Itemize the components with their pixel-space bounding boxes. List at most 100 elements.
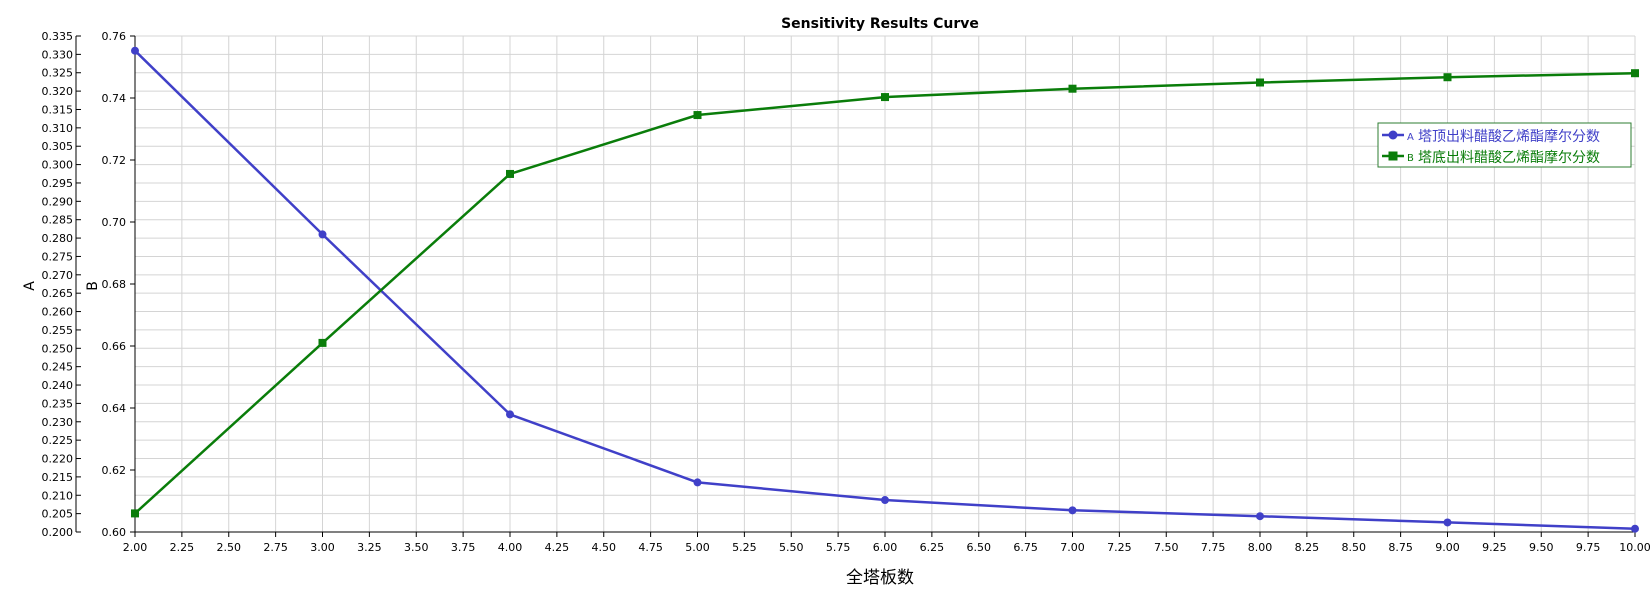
y-a-tick-label: 0.210 xyxy=(42,489,74,502)
x-tick-label: 6.25 xyxy=(920,541,945,554)
y-a-tick-label: 0.315 xyxy=(42,103,74,116)
legend-letter-a: A xyxy=(1407,132,1414,143)
data-point-b xyxy=(694,111,702,119)
data-point-b xyxy=(1256,79,1264,87)
data-point-b xyxy=(319,339,327,347)
legend-marker-a xyxy=(1389,131,1398,140)
y-b-tick-label: 0.66 xyxy=(102,340,127,353)
data-point-a xyxy=(506,410,514,418)
y-a-tick-label: 0.310 xyxy=(42,122,74,135)
y-a-tick-label: 0.325 xyxy=(42,67,74,80)
y-a-tick-label: 0.330 xyxy=(42,48,74,61)
x-tick-label: 8.75 xyxy=(1388,541,1413,554)
y-a-tick-label: 0.240 xyxy=(42,379,74,392)
x-tick-label: 2.25 xyxy=(170,541,195,554)
y-a-tick-label: 0.205 xyxy=(42,508,74,521)
x-tick-label: 5.75 xyxy=(826,541,851,554)
data-point-b xyxy=(881,93,889,101)
y-a-tick-label: 0.335 xyxy=(42,30,74,43)
y-a-tick-label: 0.260 xyxy=(42,306,74,319)
legend: A 塔顶出料醋酸乙烯酯摩尔分数 B 塔底出料醋酸乙烯酯摩尔分数 xyxy=(1378,123,1631,167)
y-a-tick-label: 0.295 xyxy=(42,177,74,190)
y-a-tick-label: 0.320 xyxy=(42,85,74,98)
x-tick-label: 3.25 xyxy=(357,541,382,554)
x-tick-label: 4.50 xyxy=(592,541,617,554)
data-point-a xyxy=(131,47,139,55)
x-tick-label: 6.50 xyxy=(967,541,992,554)
y-a-tick-label: 0.220 xyxy=(42,453,74,466)
x-tick-label: 2.75 xyxy=(263,541,288,554)
x-tick-label: 6.75 xyxy=(1013,541,1038,554)
y-b-tick-label: 0.64 xyxy=(102,402,127,415)
x-tick-label: 4.75 xyxy=(638,541,663,554)
x-tick-label: 2.00 xyxy=(123,541,148,554)
data-point-b xyxy=(1631,69,1639,77)
data-point-b xyxy=(506,170,514,178)
legend-label-a: 塔顶出料醋酸乙烯酯摩尔分数 xyxy=(1418,128,1600,145)
x-tick-label: 8.25 xyxy=(1295,541,1320,554)
x-tick-label: 8.00 xyxy=(1248,541,1273,554)
y-a-tick-label: 0.235 xyxy=(42,397,74,410)
chart-title: Sensitivity Results Curve xyxy=(781,16,979,32)
y-b-tick-label: 0.72 xyxy=(102,154,127,167)
y-a-tick-label: 0.305 xyxy=(42,140,74,153)
data-point-a xyxy=(319,230,327,238)
y-a-tick-label: 0.245 xyxy=(42,361,74,374)
y-b-tick-label: 0.60 xyxy=(102,526,127,539)
data-point-a xyxy=(881,496,889,504)
x-tick-label: 9.75 xyxy=(1576,541,1601,554)
x-tick-label: 7.00 xyxy=(1060,541,1085,554)
x-tick-label: 3.75 xyxy=(451,541,476,554)
data-point-b xyxy=(131,509,139,517)
y-a-tick-label: 0.230 xyxy=(42,416,74,429)
y-axis-b-title: B xyxy=(85,281,101,291)
y-a-tick-label: 0.280 xyxy=(42,232,74,245)
data-point-a xyxy=(694,478,702,486)
x-tick-label: 7.75 xyxy=(1201,541,1226,554)
x-tick-label: 4.00 xyxy=(498,541,523,554)
y-a-tick-label: 0.275 xyxy=(42,250,74,263)
y-a-tick-label: 0.265 xyxy=(42,287,74,300)
data-point-a xyxy=(1631,525,1639,533)
x-tick-label: 9.50 xyxy=(1529,541,1554,554)
legend-label-b: 塔底出料醋酸乙烯酯摩尔分数 xyxy=(1418,149,1600,166)
y-b-tick-label: 0.68 xyxy=(102,278,127,291)
data-point-b xyxy=(1069,85,1077,93)
x-tick-label: 7.25 xyxy=(1107,541,1132,554)
y-a-tick-label: 0.250 xyxy=(42,342,74,355)
y-a-tick-label: 0.300 xyxy=(42,159,74,172)
y-axis-a-title: A xyxy=(22,281,38,291)
x-tick-label: 6.00 xyxy=(873,541,898,554)
x-tick-label: 5.50 xyxy=(779,541,804,554)
x-tick-label: 9.00 xyxy=(1435,541,1460,554)
x-tick-label: 10.00 xyxy=(1619,541,1650,554)
y-b-tick-label: 0.70 xyxy=(102,216,127,229)
x-tick-label: 3.00 xyxy=(310,541,335,554)
data-point-a xyxy=(1069,506,1077,514)
data-point-b xyxy=(1444,73,1452,81)
x-tick-label: 3.50 xyxy=(404,541,429,554)
y-a-tick-label: 0.200 xyxy=(42,526,74,539)
x-tick-label: 2.50 xyxy=(217,541,242,554)
data-point-a xyxy=(1444,518,1452,526)
grid xyxy=(135,36,1635,532)
x-tick-label: 7.50 xyxy=(1154,541,1179,554)
y-a-tick-label: 0.290 xyxy=(42,195,74,208)
x-tick-label: 5.25 xyxy=(732,541,757,554)
y-a-tick-label: 0.270 xyxy=(42,269,74,282)
x-tick-label: 8.50 xyxy=(1342,541,1367,554)
y-a-tick-label: 0.225 xyxy=(42,434,74,447)
y-a-tick-label: 0.255 xyxy=(42,324,74,337)
y-a-tick-label: 0.285 xyxy=(42,214,74,227)
y-a-tick-label: 0.215 xyxy=(42,471,74,484)
y-b-tick-label: 0.76 xyxy=(102,30,127,43)
legend-letter-b: B xyxy=(1407,153,1414,164)
x-tick-label: 9.25 xyxy=(1482,541,1507,554)
y-b-tick-label: 0.74 xyxy=(102,92,127,105)
legend-marker-b xyxy=(1389,152,1398,161)
x-tick-label: 4.25 xyxy=(545,541,570,554)
data-point-a xyxy=(1256,512,1264,520)
x-tick-label: 5.00 xyxy=(685,541,710,554)
x-axis-title: 全塔板数 xyxy=(846,568,914,588)
